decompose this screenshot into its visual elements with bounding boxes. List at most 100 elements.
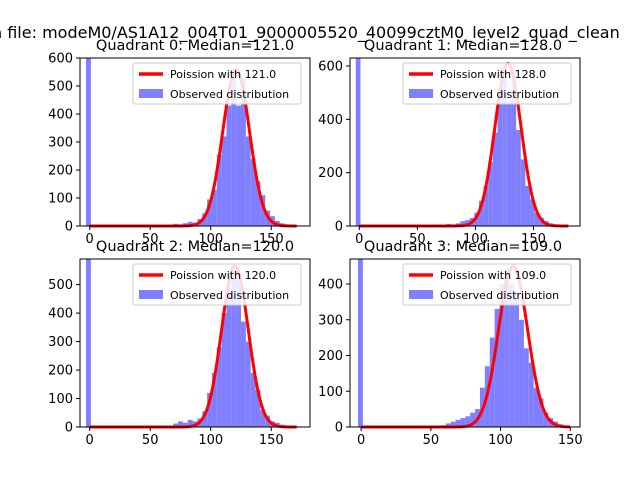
histogram-bars xyxy=(86,58,300,226)
histogram-bar xyxy=(173,423,179,427)
y-tick-label: 600 xyxy=(48,52,73,67)
histogram-bar xyxy=(236,105,241,226)
histogram-bar xyxy=(86,58,91,226)
subplot-title: Quadrant 1: Median=128.0 xyxy=(364,38,562,54)
histogram-bar xyxy=(483,186,489,226)
histogram-bar xyxy=(509,284,515,427)
x-tick-label: 50 xyxy=(423,433,440,448)
histogram-bar xyxy=(211,372,217,427)
histogram-bar xyxy=(255,389,261,427)
x-tick-label: 150 xyxy=(558,433,583,448)
histogram-bar xyxy=(488,162,493,226)
y-tick-label: 400 xyxy=(48,307,73,322)
histogram-bar xyxy=(511,79,517,226)
histogram-bar xyxy=(492,132,498,226)
legend-hist-label: Observed distribution xyxy=(170,88,289,101)
histogram-bar xyxy=(260,195,266,226)
legend: Poission with 109.0 Observed distributio… xyxy=(402,263,572,306)
x-tick-label: 150 xyxy=(259,232,284,247)
y-tick-label: 100 xyxy=(48,192,73,207)
histogram-bar xyxy=(355,58,361,226)
legend-fit-label: Poission with 128.0 xyxy=(440,68,546,81)
histogram-bar xyxy=(489,337,495,427)
histogram-bar xyxy=(221,313,227,427)
subplot-quadrant-1: Quadrant 1: Median=128.0 0 50 100 150 0 200 4… xyxy=(318,38,581,247)
histogram-bar xyxy=(470,412,476,427)
histogram-bar xyxy=(202,411,208,427)
subplot-title: Quadrant 0: Median=121.0 xyxy=(96,38,294,54)
x-tick-label: 100 xyxy=(198,433,223,448)
y-axis: 0 100 200 300 400 500 600 xyxy=(48,52,80,235)
y-tick-label: 200 xyxy=(48,364,73,379)
plot-frame xyxy=(79,258,311,428)
plot-frame xyxy=(349,57,581,227)
x-tick-label: 100 xyxy=(198,232,223,247)
y-axis: 0 100 200 300 400 500 xyxy=(48,278,80,436)
histogram-bar xyxy=(514,291,520,427)
y-tick-label: 200 xyxy=(48,164,73,179)
histogram-bar xyxy=(182,422,188,427)
subplot-quadrant-0: Quadrant 0: Median=121.0 0 50 100 150 0 100 2… xyxy=(48,38,311,247)
y-tick-label: 100 xyxy=(318,385,343,400)
x-tick-label: 100 xyxy=(488,433,513,448)
y-tick-label: 500 xyxy=(48,80,73,95)
histogram-bar xyxy=(231,74,237,226)
y-axis: 0 100 200 300 400 xyxy=(318,278,350,436)
subplot-quadrant-3: Quadrant 3: Median=109.0 0 50 100 150 0 100 2… xyxy=(318,239,582,448)
histogram-bar xyxy=(460,418,466,427)
y-tick-label: 400 xyxy=(48,108,73,123)
legend-box xyxy=(402,263,572,306)
y-tick-label: 500 xyxy=(48,278,73,293)
legend-box xyxy=(402,62,572,105)
plot-frame xyxy=(79,57,311,227)
histogram-bar xyxy=(445,423,451,427)
histogram-bar xyxy=(543,412,549,427)
y-tick-label: 300 xyxy=(318,313,343,328)
legend-fit-label: Poission with 121.0 xyxy=(170,68,276,81)
histogram-bar xyxy=(260,409,266,427)
y-tick-label: 0 xyxy=(335,421,343,436)
legend-fit-label: Poission with 109.0 xyxy=(440,269,546,282)
x-tick-label: 150 xyxy=(521,232,546,247)
y-tick-label: 0 xyxy=(335,220,343,235)
legend-hist-swatch xyxy=(409,89,433,98)
histogram-bar xyxy=(497,92,503,226)
histogram-bar xyxy=(236,278,241,427)
y-axis: 0 200 400 600 xyxy=(318,60,350,235)
histogram-bar xyxy=(534,212,540,226)
legend: Poission with 121.0 Observed distributio… xyxy=(132,62,302,105)
histogram-bar xyxy=(245,136,251,226)
x-tick-label: 0 xyxy=(357,433,365,448)
histogram-bar xyxy=(187,221,193,226)
figure-suptitle: n file: modeM0/AS1A12_004T01_9000005520_… xyxy=(0,23,620,43)
histogram-bar xyxy=(494,309,500,427)
y-tick-label: 200 xyxy=(318,349,343,364)
legend-fit-label: Poission with 120.0 xyxy=(170,269,276,282)
x-tick-label: 100 xyxy=(463,232,488,247)
histogram-bar xyxy=(221,136,227,226)
histogram-bar xyxy=(358,259,363,427)
histogram-bar xyxy=(506,103,512,226)
histogram-bar xyxy=(460,221,465,226)
y-tick-label: 400 xyxy=(318,278,343,293)
histogram-bar xyxy=(516,130,521,226)
histogram-bar xyxy=(504,269,510,427)
histogram-bar xyxy=(465,416,471,427)
histogram-bar xyxy=(207,392,212,427)
histogram-bar xyxy=(499,284,505,427)
histogram-bar xyxy=(226,290,232,427)
histogram-bar xyxy=(519,319,524,427)
legend: Poission with 120.0 Observed distributio… xyxy=(132,263,302,306)
legend-hist-swatch xyxy=(409,290,433,299)
histogram-bar xyxy=(528,362,534,427)
histogram-bar xyxy=(255,181,261,226)
y-tick-label: 0 xyxy=(65,220,73,235)
histogram-bar xyxy=(241,77,246,226)
histogram-bar xyxy=(455,419,461,427)
x-tick-label: 150 xyxy=(259,433,284,448)
x-tick-label: 0 xyxy=(86,232,94,247)
x-tick-label: 50 xyxy=(142,232,159,247)
subplot-quadrant-2: Quadrant 2: Median=120.0 0 50 100 150 0 100 2… xyxy=(48,239,311,448)
plot-frame xyxy=(349,258,581,428)
